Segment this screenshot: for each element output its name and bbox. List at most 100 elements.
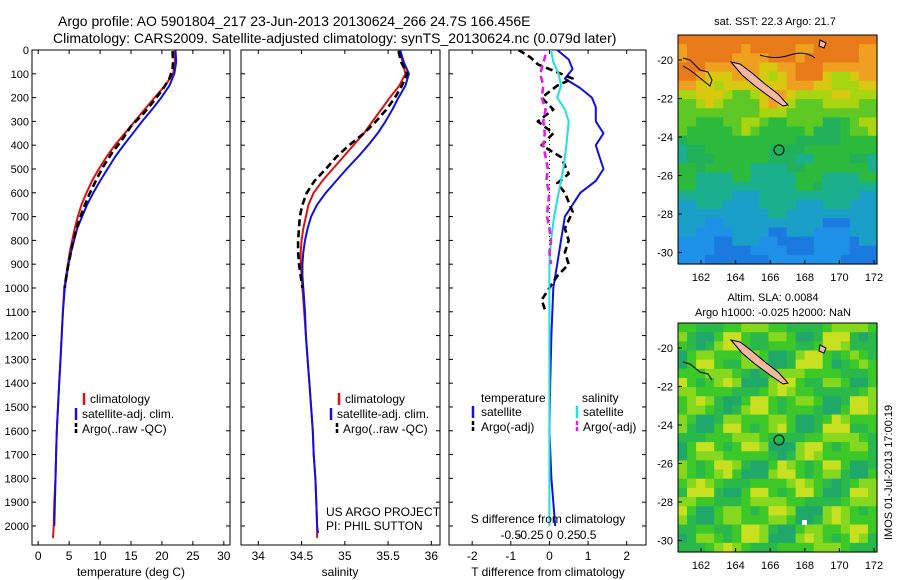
map-cell xyxy=(777,359,788,370)
x-tick-label: 0 xyxy=(35,549,42,563)
map-y-tick-label: -22 xyxy=(657,382,673,394)
map-cell xyxy=(849,524,860,535)
map-cell xyxy=(858,368,869,379)
map-cell xyxy=(768,442,779,452)
map-cell xyxy=(804,53,815,64)
map-cell xyxy=(759,515,770,526)
map-cell xyxy=(804,478,815,489)
map-cell xyxy=(696,469,706,480)
x-tick-label: 2 xyxy=(623,549,630,563)
map-cell xyxy=(822,451,833,461)
map-cell xyxy=(768,478,779,489)
map-cell xyxy=(822,190,833,201)
map-cell xyxy=(768,99,779,109)
map-cell xyxy=(714,341,724,352)
map-cell xyxy=(687,108,697,119)
map-cell xyxy=(867,515,878,526)
s-tick-label: -0.25 xyxy=(516,528,544,542)
map-cell xyxy=(678,506,688,516)
map-cell xyxy=(786,236,797,247)
map-cell xyxy=(723,236,733,247)
map-cell xyxy=(696,442,706,452)
map-cell xyxy=(741,53,751,64)
map-cell xyxy=(723,469,733,480)
map-cell xyxy=(732,117,742,128)
map-cell xyxy=(768,542,779,553)
map-cell xyxy=(840,432,851,443)
map-cell xyxy=(714,332,724,342)
map-cell xyxy=(741,154,751,164)
map-cell xyxy=(678,460,688,471)
map-cell xyxy=(813,117,824,128)
map-cell xyxy=(822,432,833,443)
map-cell xyxy=(777,35,788,45)
map-cell xyxy=(759,209,770,219)
map-cell xyxy=(714,135,724,146)
map-cell xyxy=(849,172,860,183)
map-cell xyxy=(678,396,688,407)
depth-tick-label: 1500 xyxy=(5,402,29,414)
map-cell xyxy=(813,89,824,100)
depth-tick-label: 1300 xyxy=(5,354,29,366)
map-cell xyxy=(687,254,697,265)
map-cell xyxy=(723,108,733,119)
map-cell xyxy=(795,236,806,247)
map-cell xyxy=(705,227,715,238)
map-cell xyxy=(813,533,824,544)
map-cell xyxy=(867,80,878,91)
map-cell xyxy=(831,405,842,416)
map-cell xyxy=(759,35,770,45)
map-cell xyxy=(849,181,860,192)
map-cell xyxy=(867,108,878,119)
salinity-legend: climatology satellite-adj. clim. Argo(..… xyxy=(326,392,441,533)
map-cell xyxy=(741,451,751,461)
map-cell xyxy=(777,154,788,164)
map-cell xyxy=(768,135,779,146)
map-cell xyxy=(858,341,869,352)
map-cell xyxy=(759,432,770,443)
map-cell xyxy=(678,218,688,228)
map-cell xyxy=(804,497,815,507)
map-cell xyxy=(867,227,878,238)
map-cell xyxy=(813,199,824,210)
map-cell xyxy=(822,71,833,82)
map-cell xyxy=(705,190,715,201)
depth-tick-label: 1000 xyxy=(5,283,29,295)
sla-map: Altim. SLA: 0.0084 Argo h1000: -0.025 h2… xyxy=(657,292,883,572)
map-cell xyxy=(750,396,761,407)
map-cell xyxy=(786,460,797,471)
map-cell xyxy=(858,414,869,425)
map-cell xyxy=(714,359,724,370)
map-cell xyxy=(795,53,806,64)
map-cell xyxy=(777,108,788,119)
map-cell xyxy=(867,44,878,54)
map-cell xyxy=(867,126,878,137)
map-cell xyxy=(867,423,878,434)
map-y-tick-label: -28 xyxy=(657,209,673,221)
map-cell xyxy=(786,227,797,238)
map-cell xyxy=(777,332,788,342)
map-cell xyxy=(813,236,824,247)
map-cell xyxy=(840,99,851,109)
panel-series-group xyxy=(52,50,178,538)
map-cell xyxy=(831,62,842,73)
series-line-red xyxy=(52,50,176,538)
map-cell xyxy=(786,432,797,443)
map-cell xyxy=(831,542,842,553)
map-cell xyxy=(732,53,742,64)
map-cell xyxy=(867,451,878,461)
map-cell xyxy=(705,209,715,219)
map-cell xyxy=(696,254,706,265)
depth-tick-label: 1600 xyxy=(5,426,29,438)
map-cell xyxy=(768,524,779,535)
map-cell xyxy=(822,163,833,173)
x-tick-label: 15 xyxy=(124,549,138,563)
map-cell xyxy=(813,254,824,265)
map-cell xyxy=(786,245,797,256)
map-cell xyxy=(696,199,706,210)
new-caledonia-island xyxy=(729,61,789,107)
map-cell xyxy=(813,460,824,471)
map-cell xyxy=(714,451,724,461)
map-cell xyxy=(795,154,806,164)
map-cell xyxy=(678,117,688,128)
